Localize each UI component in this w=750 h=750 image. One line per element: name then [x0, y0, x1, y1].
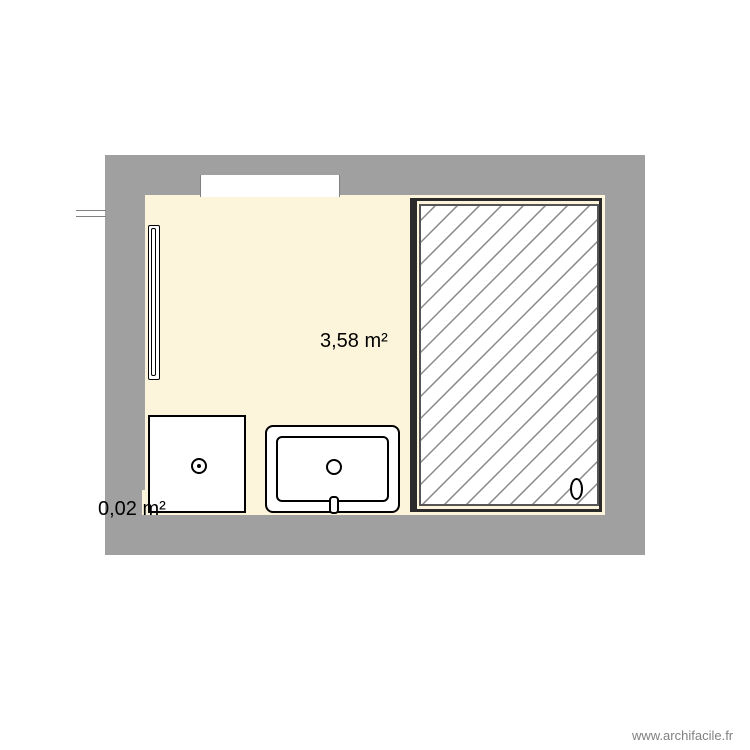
sink-fixture [265, 425, 400, 513]
room-area-label: 3,58 m² [320, 330, 388, 353]
shower-drain [570, 478, 583, 500]
shower-glass [419, 204, 599, 506]
watermark-text: www.archifacile.fr [632, 728, 733, 743]
window-opening [200, 175, 340, 197]
shower-left-track [410, 198, 417, 512]
shower-hatch [421, 206, 599, 506]
ext-marker-1 [76, 210, 106, 211]
floorplan-canvas: 3,58 m² 0,02 m² www.archifacile.fr [0, 0, 750, 750]
small-area-label: 0,02 m² [98, 498, 166, 521]
towel-rail [148, 225, 160, 380]
ext-marker-2 [76, 216, 106, 217]
